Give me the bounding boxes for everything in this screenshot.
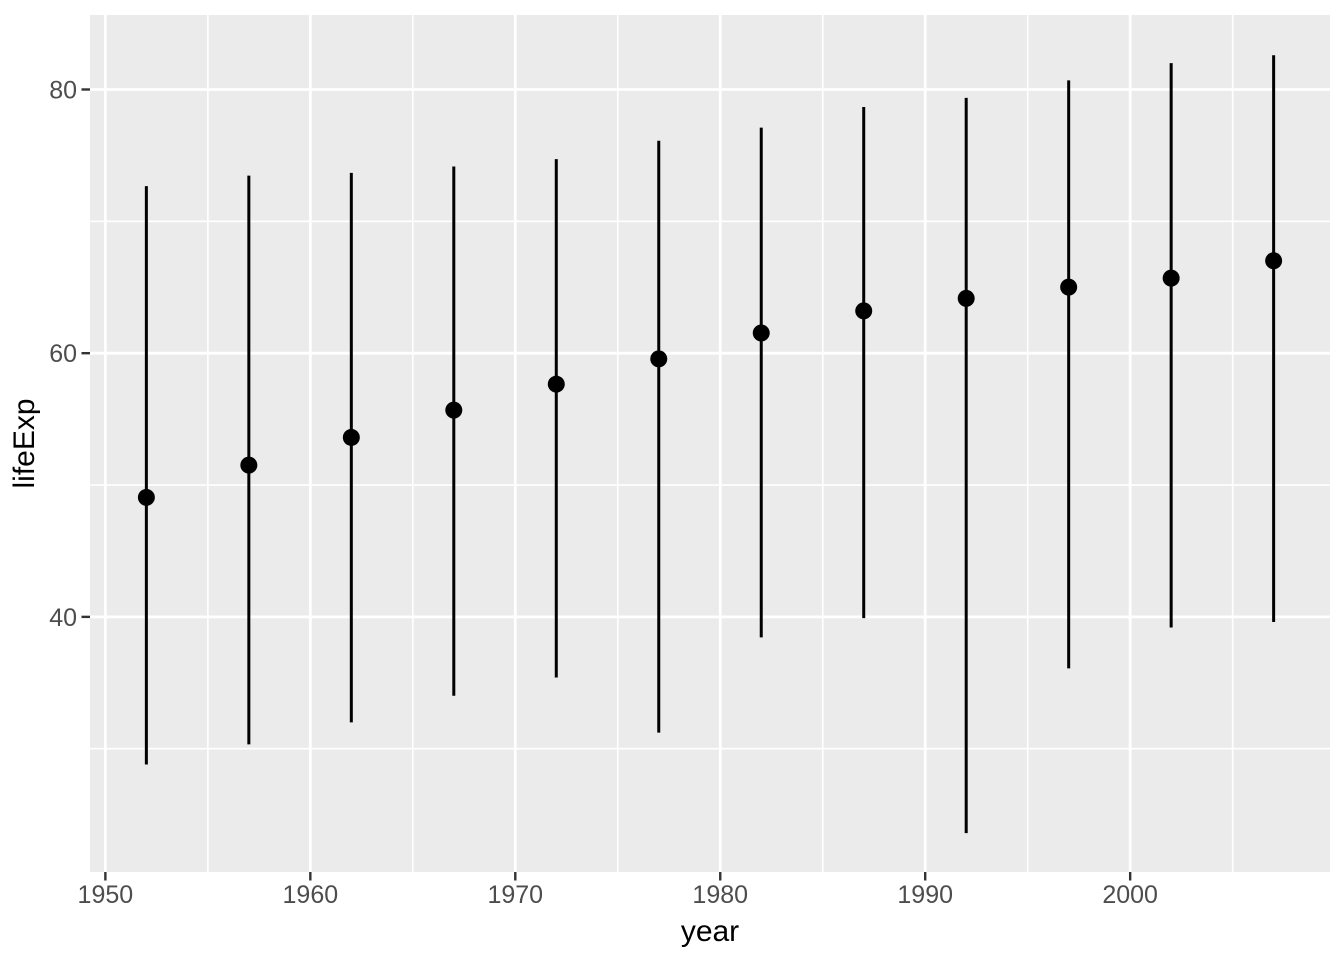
pointrange-1962	[342, 172, 360, 723]
y-tick-label-80: 80	[49, 76, 77, 104]
axis-tick-layer	[81, 88, 1132, 881]
mean-point-1957	[240, 456, 258, 474]
x-axis-title: year	[681, 915, 739, 948]
mean-point-2002	[1162, 269, 1180, 287]
pointrange-1967	[445, 166, 463, 696]
pointrange-1977	[650, 140, 668, 733]
mean-point-1997	[1060, 278, 1078, 296]
pointrange-1992	[957, 97, 975, 834]
panel-layer	[90, 15, 1330, 872]
y-axis-title: lifeExp	[8, 398, 41, 488]
pointrange-layer	[137, 55, 1283, 834]
mean-point-1992	[957, 289, 975, 307]
mean-point-2007	[1265, 252, 1283, 270]
mean-point-1987	[855, 302, 873, 320]
mean-point-1972	[547, 375, 565, 393]
grid-layer	[90, 15, 1330, 872]
y-tick-label-60: 60	[49, 340, 77, 368]
x-tick-label-1960: 1960	[283, 881, 339, 909]
pointrange-1997	[1060, 80, 1078, 669]
mean-point-1962	[342, 428, 360, 446]
mean-point-1967	[445, 401, 463, 419]
mean-point-1977	[650, 350, 668, 368]
pointrange-1972	[547, 159, 565, 678]
axis-tick-label-layer: 1950 1960 1970 1980 1990 2000 40 60 80	[49, 76, 1158, 909]
pointrange-2002	[1162, 63, 1180, 628]
pointrange-1987	[855, 107, 873, 619]
x-tick-label-1990: 1990	[897, 881, 953, 909]
pointrange-2007	[1265, 55, 1283, 623]
x-tick-label-1950: 1950	[78, 881, 134, 909]
mean-point-1952	[137, 488, 155, 506]
pointrange-1957	[240, 175, 258, 745]
pointrange-1982	[752, 127, 770, 638]
pointrange-1952	[137, 186, 155, 765]
x-tick-label-1980: 1980	[692, 881, 748, 909]
x-tick-label-2000: 2000	[1102, 881, 1158, 909]
panel-background	[90, 15, 1330, 872]
y-tick-label-40: 40	[49, 604, 77, 632]
x-tick-label-1970: 1970	[487, 881, 543, 909]
mean-point-1982	[752, 324, 770, 342]
